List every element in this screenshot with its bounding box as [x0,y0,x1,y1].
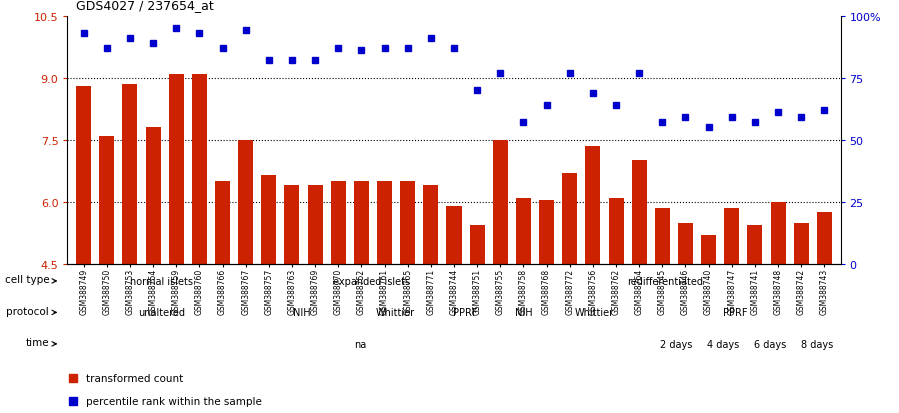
Text: na: na [354,339,367,349]
Bar [747,225,762,264]
Bar [632,161,646,264]
Text: protocol: protocol [6,306,49,316]
Bar [539,200,554,264]
Bar [770,202,786,264]
Text: PPRF: PPRF [453,308,478,318]
Text: 2 days: 2 days [661,339,693,349]
Bar [817,213,832,264]
Bar [609,198,624,264]
Bar [725,209,739,264]
Bar [377,182,392,264]
Text: Whittier: Whittier [575,308,614,318]
Text: Whittier: Whittier [376,308,415,318]
Text: redifferentiated: redifferentiated [627,276,703,286]
Bar [122,85,138,264]
Text: 6 days: 6 days [754,339,787,349]
Text: 4 days: 4 days [708,339,740,349]
Bar [99,136,114,264]
Text: PPRF: PPRF [723,308,747,318]
Text: NIH: NIH [515,308,533,318]
Bar [493,140,508,264]
Text: percentile rank within the sample: percentile rank within the sample [86,396,263,406]
Bar [400,182,415,264]
Bar [447,206,461,264]
Bar [191,74,207,264]
Bar [284,186,299,264]
Bar [794,223,809,264]
Bar [76,87,91,264]
Bar [146,128,161,264]
Bar [585,147,601,264]
Bar [562,173,577,264]
Bar [516,198,531,264]
Bar [307,186,323,264]
Bar [678,223,693,264]
Text: unaltered: unaltered [138,308,184,318]
Text: normal islets: normal islets [129,276,192,286]
Text: GDS4027 / 237654_at: GDS4027 / 237654_at [76,0,214,12]
Text: transformed count: transformed count [86,373,183,384]
Text: time: time [25,337,49,347]
Bar [215,182,230,264]
Text: expanded islets: expanded islets [334,276,411,286]
Bar [423,186,439,264]
Bar [354,182,369,264]
Bar [262,176,276,264]
Bar [238,140,254,264]
Text: cell type: cell type [4,275,49,285]
Bar [469,225,485,264]
Text: NIH: NIH [293,308,310,318]
Text: 8 days: 8 days [801,339,833,349]
Bar [654,209,670,264]
Bar [169,74,183,264]
Bar [701,235,717,264]
Bar [331,182,346,264]
